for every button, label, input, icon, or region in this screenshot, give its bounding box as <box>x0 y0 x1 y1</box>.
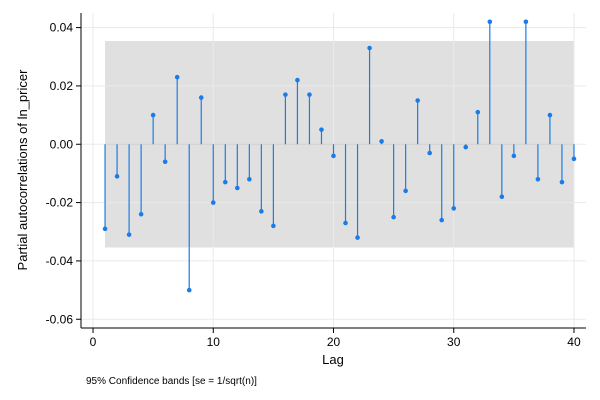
x-axis-title: Lag <box>322 352 344 367</box>
x-tick-label: 10 <box>207 335 221 349</box>
spike-point <box>487 19 493 25</box>
y-tick-label: 0.00 <box>50 137 74 151</box>
spike-point <box>355 235 360 240</box>
spike-point <box>547 112 553 118</box>
spike-point <box>295 77 300 83</box>
spike-point <box>174 74 180 80</box>
spike-point <box>319 127 324 132</box>
y-tick-label: -0.06 <box>46 312 74 326</box>
spike-point <box>343 220 348 226</box>
spike-point <box>222 179 228 185</box>
spike-point <box>511 153 517 159</box>
spike-point <box>379 139 384 144</box>
y-tick-label: -0.04 <box>46 254 74 268</box>
spike-point <box>391 214 396 220</box>
spike-point <box>126 232 132 237</box>
y-tick-label: 0.04 <box>50 21 74 35</box>
spike-point <box>415 98 420 103</box>
spike-point <box>475 109 481 115</box>
spike-point <box>198 95 204 100</box>
spike-point <box>463 144 469 150</box>
spike-point <box>283 92 288 97</box>
x-tick-label: 0 <box>90 335 97 349</box>
spike-point <box>247 176 252 182</box>
chart-note: 95% Confidence bands [se = 1/sqrt(n)] <box>86 376 257 387</box>
x-ticks: 0 10 20 30 40 <box>90 328 581 349</box>
spike-point <box>102 226 108 232</box>
spike-point <box>259 209 264 214</box>
axes: -0.06 -0.04 -0.02 0.00 0.02 0.04 0 10 20 30 40 <box>46 13 586 349</box>
x-tick-label: 40 <box>567 335 581 349</box>
spike-point <box>114 174 120 179</box>
spike-point <box>162 159 168 165</box>
y-tick-label: -0.02 <box>46 196 74 210</box>
spike-point <box>535 176 541 182</box>
spike-point <box>235 185 240 191</box>
y-ticks: -0.06 -0.04 -0.02 0.00 0.02 0.04 <box>46 21 81 326</box>
x-tick-label: 30 <box>447 335 461 349</box>
spike-point <box>138 211 144 217</box>
spike-point <box>559 179 565 185</box>
spike-point <box>271 223 276 229</box>
spike-point <box>403 188 408 194</box>
y-axis-title: Partial autocorrelations of ln_pricer <box>15 69 30 271</box>
spike-point <box>451 206 457 211</box>
spike-point <box>427 150 432 156</box>
plot-area <box>81 13 586 328</box>
spike-point <box>150 112 156 118</box>
x-tick-label: 20 <box>327 335 341 349</box>
spike-point <box>307 92 312 97</box>
spike-point <box>210 200 216 205</box>
spike-point <box>499 194 505 200</box>
spike-point <box>523 19 529 25</box>
spike-point <box>186 287 192 293</box>
spike-point <box>367 45 372 51</box>
spike-point <box>571 156 577 162</box>
spike-point <box>439 217 445 223</box>
spike-series <box>102 19 577 293</box>
y-tick-label: 0.02 <box>50 79 74 93</box>
spike-point <box>331 153 336 159</box>
